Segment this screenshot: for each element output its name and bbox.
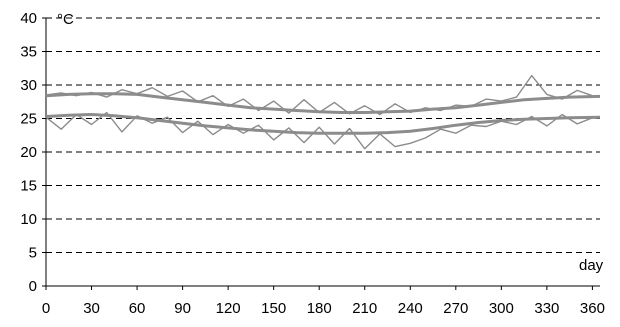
y-tick-label-0: 0 — [29, 278, 37, 295]
y-tick-label-25: 25 — [20, 111, 37, 128]
x-axis-unit-label: day — [579, 257, 604, 274]
series-line-3 — [45, 74, 593, 116]
y-tick-label-40: 40 — [20, 10, 37, 27]
series-group — [45, 74, 601, 150]
y-axis-unit-label: °C — [57, 11, 74, 28]
series-line-4 — [45, 111, 593, 150]
x-tick-label-60: 60 — [129, 300, 146, 317]
y-tick-label-30: 30 — [20, 77, 37, 94]
y-tick-label-20: 20 — [20, 144, 37, 161]
y-tick-label-35: 35 — [20, 44, 37, 61]
x-tick-label-30: 30 — [83, 300, 100, 317]
x-tick-label-330: 330 — [534, 300, 559, 317]
y-tick-label-15: 15 — [20, 178, 37, 195]
x-tick-label-360: 360 — [580, 300, 605, 317]
x-tick-label-180: 180 — [307, 300, 332, 317]
x-tick-label-210: 210 — [352, 300, 377, 317]
x-tick-label-240: 240 — [398, 300, 423, 317]
y-tick-label-10: 10 — [20, 211, 37, 228]
x-tick-label-0: 0 — [42, 300, 50, 317]
x-tick-label-270: 270 — [443, 300, 468, 317]
y-tick-label-5: 5 — [29, 245, 37, 262]
axes — [42, 17, 600, 290]
x-tick-label-90: 90 — [174, 300, 191, 317]
tick-labels: 0 5 10 15 20 25 30 35 40 0 30 60 90 120 150 180 210 240 27… — [20, 10, 605, 317]
x-tick-label-300: 300 — [489, 300, 514, 317]
x-tick-label-120: 120 — [216, 300, 241, 317]
x-tick-label-150: 150 — [261, 300, 286, 317]
gridlines — [46, 17, 600, 253]
